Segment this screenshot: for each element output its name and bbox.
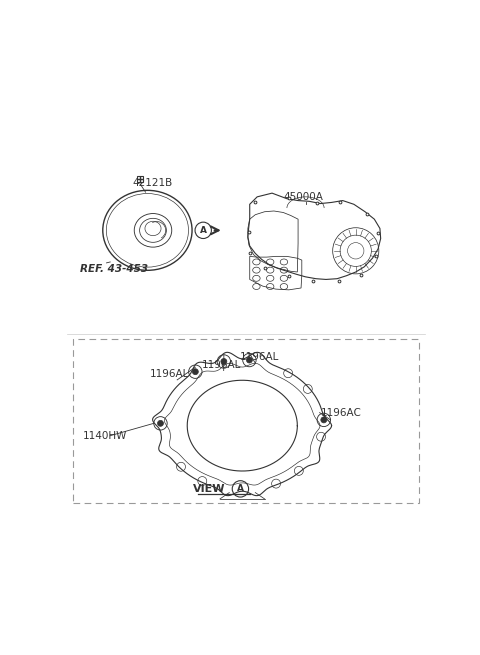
Bar	[73, 339, 419, 502]
Text: 1140HW: 1140HW	[83, 431, 127, 441]
Text: VIEW: VIEW	[193, 484, 226, 494]
Text: 1196AL: 1196AL	[150, 369, 190, 379]
Text: 1196AL: 1196AL	[240, 352, 279, 362]
Text: REF. 43-453: REF. 43-453	[81, 264, 149, 274]
Text: 45000A: 45000A	[283, 193, 323, 202]
Circle shape	[157, 421, 164, 426]
Text: A: A	[237, 485, 244, 493]
Circle shape	[321, 417, 327, 423]
Text: 1196AL: 1196AL	[202, 360, 241, 370]
Circle shape	[192, 369, 198, 375]
Text: 1196AC: 1196AC	[321, 407, 361, 418]
Text: 42121B: 42121B	[132, 178, 173, 187]
Circle shape	[246, 357, 252, 363]
Text: A: A	[200, 226, 207, 235]
Circle shape	[221, 358, 227, 364]
